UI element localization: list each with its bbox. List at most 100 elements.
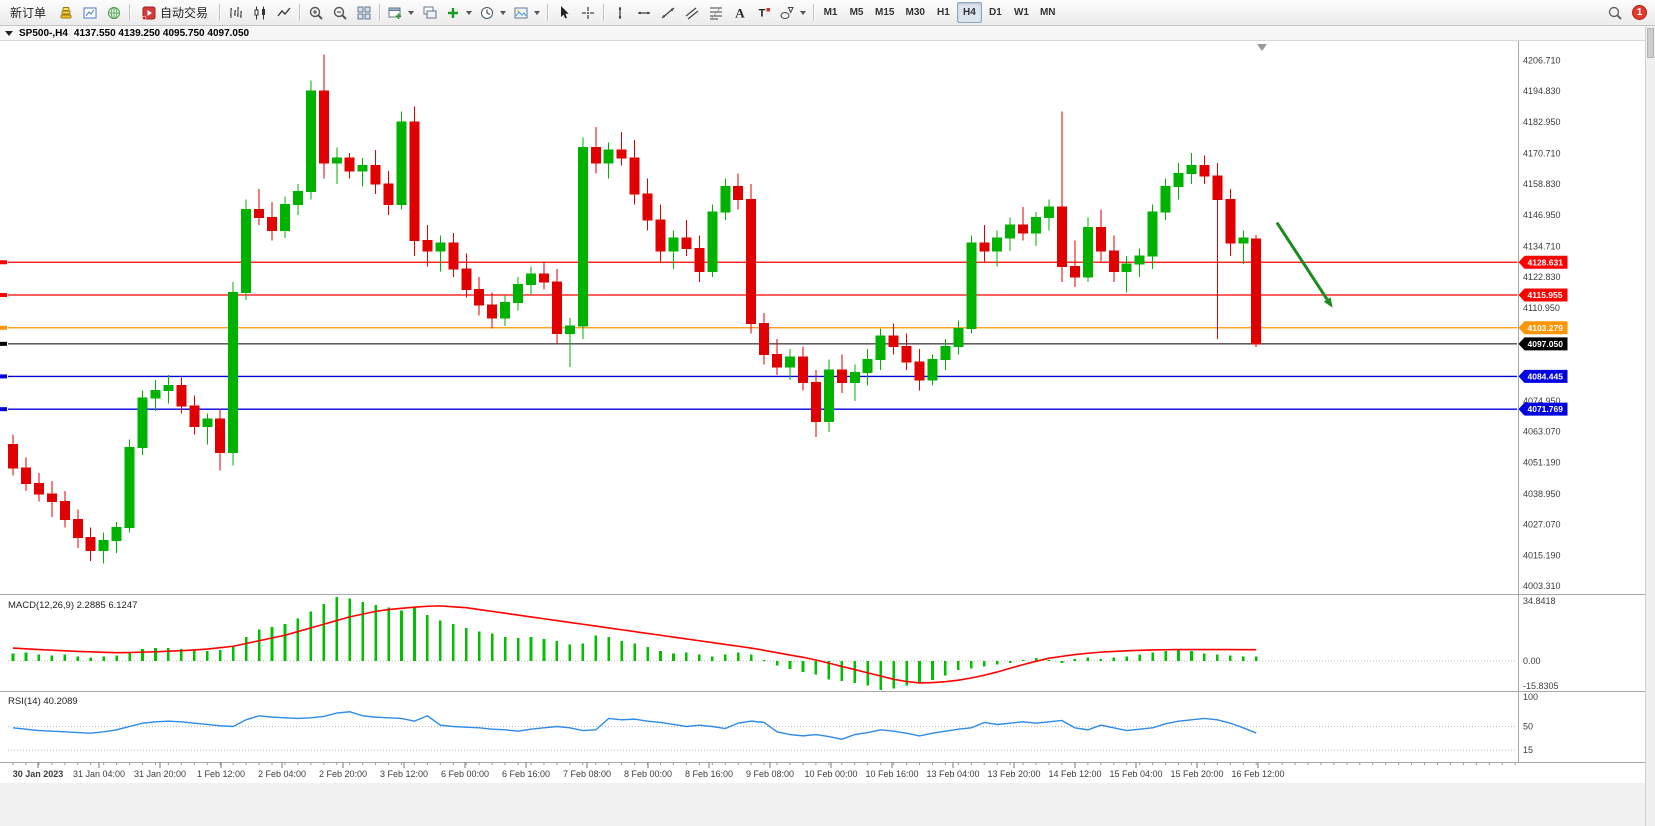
macd-signal-line [12, 605, 1257, 684]
market-watch-button[interactable] [54, 2, 77, 23]
tf-m30[interactable]: M30 [900, 2, 929, 23]
candle-body [681, 237, 692, 249]
candle-body [85, 537, 96, 552]
tf-h1[interactable]: H1 [931, 2, 956, 23]
chart-shift-marker-icon[interactable] [1257, 44, 1267, 51]
new-order-button[interactable]: 新订单 [3, 2, 53, 23]
candle-body [279, 203, 290, 231]
candle-body [331, 157, 342, 164]
time-axis[interactable]: 30 Jan 2023 31 Jan 04:00 31 Jan 20:00 1 Feb… [12, 762, 1516, 780]
candle-body [668, 237, 679, 252]
candle-body [538, 273, 549, 283]
tf-h4-label: H4 [963, 7, 976, 18]
candle-body [435, 242, 446, 252]
price-axis-label: 4194.830 [1523, 86, 1561, 96]
search-button[interactable] [1603, 2, 1626, 23]
profiles-button[interactable] [418, 2, 441, 23]
toolbar-separator [219, 4, 221, 21]
line-chart-button[interactable] [272, 2, 295, 23]
tf-w1[interactable]: W1 [1009, 2, 1034, 23]
charts-button[interactable] [78, 2, 101, 23]
notification-badge[interactable]: 1 [1632, 5, 1647, 20]
time-axis-label: 2 Feb 04:00 [258, 769, 306, 779]
candle-body [46, 493, 57, 503]
zoom-out-button[interactable] [328, 2, 351, 23]
price-tag-text: 4084.445 [1528, 371, 1564, 381]
price-axis-label: 4027.070 [1523, 520, 1561, 530]
time-axis-label: 15 Feb 04:00 [1109, 769, 1162, 779]
tf-m15[interactable]: M15 [870, 2, 899, 23]
candle-body [629, 157, 640, 195]
candle-body [810, 382, 821, 422]
hline-icon [636, 5, 652, 21]
add-indicator-button[interactable] [442, 2, 475, 23]
tf-h4[interactable]: H4 [956, 2, 982, 23]
trendline-button[interactable] [656, 2, 679, 23]
tf-d1[interactable]: D1 [983, 2, 1008, 23]
time-axis-label: 9 Feb 08:00 [746, 769, 794, 779]
tf-m5[interactable]: M5 [844, 2, 869, 23]
candle-body [500, 302, 511, 319]
price-chart[interactable]: 4206.710 4194.830 4182.950 4170.710 4158.830… [0, 41, 1645, 826]
macd-histogram [11, 597, 1258, 690]
macd-label: MACD(12,26,9) 2.2885 6.1247 [8, 600, 137, 611]
chart-dropdown-icon[interactable] [5, 30, 13, 36]
candle-body [1031, 216, 1042, 234]
candle-body [487, 304, 498, 319]
candle-body [254, 209, 265, 218]
templates-button[interactable] [510, 2, 543, 23]
fibonacci-button[interactable] [704, 2, 727, 23]
vertical-line-button[interactable] [608, 2, 631, 23]
toolbar-separator [129, 4, 131, 21]
new-order-button-label: 新订单 [10, 6, 47, 20]
price-axis-label: 4122.830 [1523, 272, 1561, 282]
text-button[interactable]: A [728, 2, 751, 23]
workspace: SP500-,H4 4137.550 4139.250 4095.750 409… [0, 26, 1655, 826]
time-axis-label: 16 Feb 12:00 [1231, 769, 1284, 779]
channel-button[interactable] [680, 2, 703, 23]
new-chart-button[interactable] [384, 2, 417, 23]
time-axis-label: 14 Feb 12:00 [1048, 769, 1101, 779]
shapes-button[interactable] [776, 2, 809, 23]
candle-body [370, 165, 381, 185]
candlestick-button[interactable] [248, 2, 271, 23]
time-axis-label: 1 Feb 12:00 [197, 769, 245, 779]
cursor-button[interactable] [552, 2, 575, 23]
candle-body [344, 157, 355, 172]
tf-m1[interactable]: M1 [818, 2, 843, 23]
price-axis-label: 4038.950 [1523, 489, 1561, 499]
candle-body [228, 291, 239, 453]
trendline-icon [660, 5, 676, 21]
horizontal-line-button[interactable] [632, 2, 655, 23]
tf-mn[interactable]: MN [1035, 2, 1061, 23]
candle-body [797, 356, 808, 384]
periods-button[interactable] [476, 2, 509, 23]
tf-h1-label: H1 [937, 7, 950, 18]
zoom-in-button[interactable] [304, 2, 327, 23]
macd-axis-label: 0.00 [1523, 656, 1541, 666]
template-icon [513, 5, 529, 21]
time-axis-label: 10 Feb 00:00 [804, 769, 857, 779]
price-tag-text: 4097.050 [1528, 339, 1564, 349]
navigator-button[interactable] [102, 2, 125, 23]
hline-left-marker [0, 341, 7, 346]
vertical-scrollbar[interactable] [1645, 26, 1655, 826]
autotrading-button[interactable]: 自动交易 [134, 2, 215, 23]
chart-title-bar: SP500-,H4 4137.550 4139.250 4095.750 409… [0, 26, 1645, 41]
time-axis-label: 8 Feb 00:00 [624, 769, 672, 779]
hline-left-marker [0, 260, 7, 265]
time-axis-label: 31 Jan 20:00 [134, 769, 186, 779]
trend-arrow[interactable] [1275, 221, 1333, 308]
zoom-out-icon [332, 5, 348, 21]
label-button[interactable]: T [752, 2, 775, 23]
main-toolbar: 新订单 自动交易 A T M1 M5 M15 M30 H1 H4 D1 W1 MN 1 [0, 0, 1655, 26]
candle-body [318, 90, 329, 164]
clock-icon [479, 5, 495, 21]
crosshair-icon [580, 5, 596, 21]
tf-mn-label: MN [1039, 7, 1056, 18]
bar-chart-button[interactable] [224, 2, 247, 23]
scrollbar-thumb[interactable] [1647, 28, 1654, 58]
crosshair-button[interactable] [576, 2, 599, 23]
rsi-axis-label: 50 [1523, 722, 1533, 732]
tile-windows-button[interactable] [352, 2, 375, 23]
